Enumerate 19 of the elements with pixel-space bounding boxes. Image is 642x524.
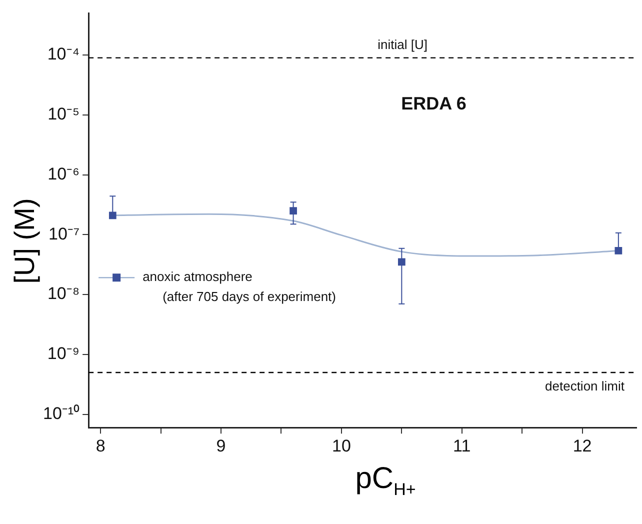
legend-label: anoxic atmosphere (after 705 days of experiment) (142, 269, 336, 304)
y-tick-label: 10⁻⁶ (48, 164, 80, 184)
y-tick-label: 10⁻⁴ (47, 44, 80, 64)
point (290, 207, 297, 215)
y-tick-label: 10⁻⁹ (47, 344, 80, 364)
x-tick-label: 8 (96, 436, 106, 456)
y-axis-title: [U] (M) (9, 197, 41, 286)
ref-line-label: initial [U] (378, 36, 428, 52)
text: ERDA 6 (401, 93, 466, 114)
y-tick-label: 10⁻⁸ (47, 284, 80, 304)
ref-line-label: detection limit (545, 378, 625, 394)
x-axis-title: pC$_{H+}$ (354, 462, 417, 500)
x-tick-label: 10 (332, 436, 351, 456)
y-tick-label: 10⁻⁵ (48, 104, 80, 124)
x-tick-label: 9 (216, 436, 226, 456)
y-tick-label: 10⁻⁷ (48, 224, 80, 244)
y-tick-label: 10⁻¹⁰ (42, 404, 80, 424)
x-tick-label: 12 (572, 436, 592, 456)
x-tick-label: 11 (453, 436, 471, 456)
